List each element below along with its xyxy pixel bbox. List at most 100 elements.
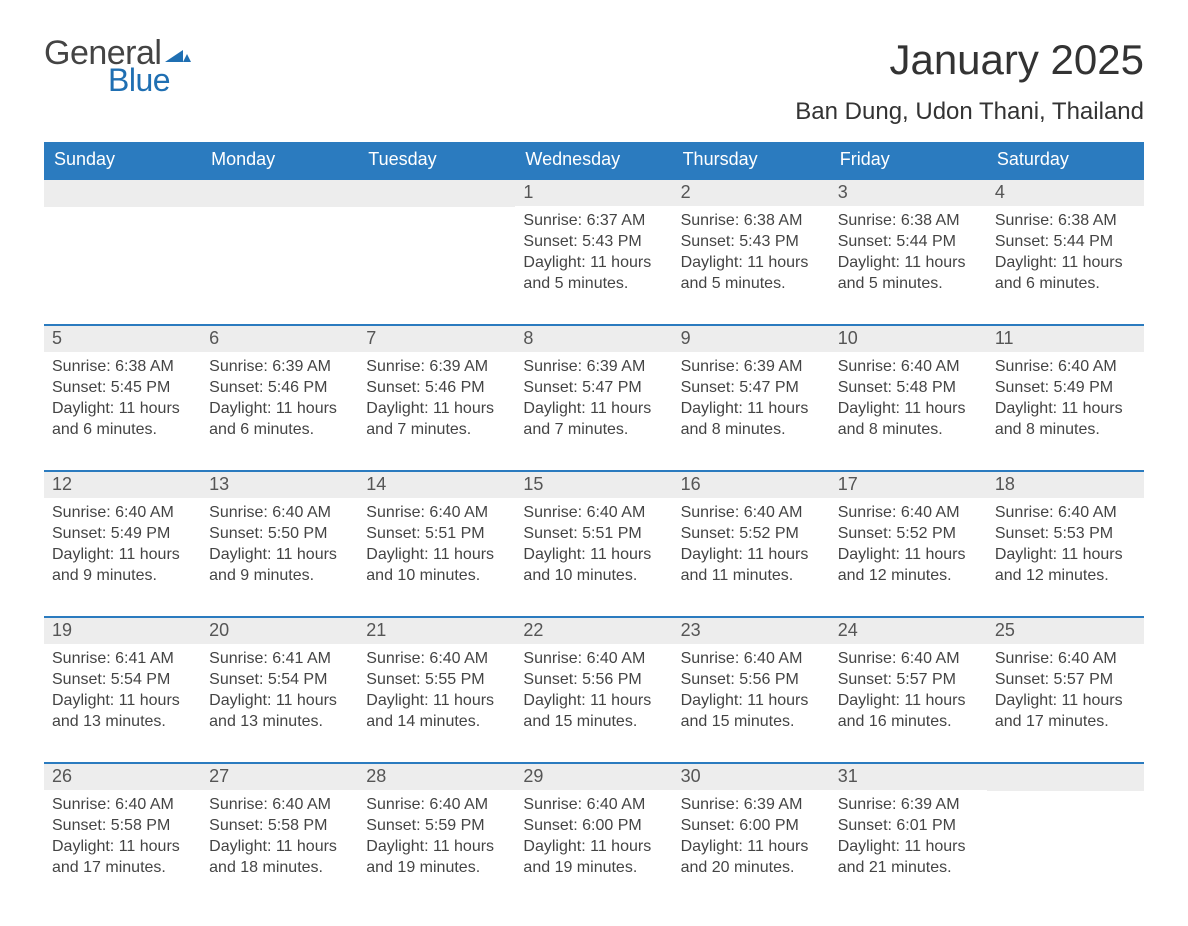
- calendar-cell: 11Sunrise: 6:40 AMSunset: 5:49 PMDayligh…: [987, 324, 1144, 452]
- calendar-cell: 27Sunrise: 6:40 AMSunset: 5:58 PMDayligh…: [201, 762, 358, 890]
- day-content: Sunrise: 6:39 AMSunset: 5:46 PMDaylight:…: [358, 352, 515, 446]
- daylight-text: Daylight: 11 hours and 17 minutes.: [52, 836, 193, 878]
- calendar-cell: 8Sunrise: 6:39 AMSunset: 5:47 PMDaylight…: [515, 324, 672, 452]
- daylight-text: Daylight: 11 hours and 7 minutes.: [523, 398, 664, 440]
- daylight-text: Daylight: 11 hours and 14 minutes.: [366, 690, 507, 732]
- day-number: 13: [201, 472, 358, 498]
- sunset-text: Sunset: 5:55 PM: [366, 669, 507, 690]
- sunset-text: Sunset: 5:53 PM: [995, 523, 1136, 544]
- day-header: Thursday: [673, 142, 830, 178]
- daylight-text: Daylight: 11 hours and 19 minutes.: [366, 836, 507, 878]
- day-content: Sunrise: 6:39 AMSunset: 5:46 PMDaylight:…: [201, 352, 358, 446]
- sunset-text: Sunset: 5:49 PM: [995, 377, 1136, 398]
- sunrise-text: Sunrise: 6:40 AM: [995, 502, 1136, 523]
- day-number: 20: [201, 618, 358, 644]
- calendar-cell: 18Sunrise: 6:40 AMSunset: 5:53 PMDayligh…: [987, 470, 1144, 598]
- day-header: Tuesday: [358, 142, 515, 178]
- calendar-cell: 7Sunrise: 6:39 AMSunset: 5:46 PMDaylight…: [358, 324, 515, 452]
- sunrise-text: Sunrise: 6:40 AM: [366, 502, 507, 523]
- day-content: Sunrise: 6:40 AMSunset: 5:56 PMDaylight:…: [673, 644, 830, 738]
- sunrise-text: Sunrise: 6:40 AM: [523, 648, 664, 669]
- calendar-cell: 16Sunrise: 6:40 AMSunset: 5:52 PMDayligh…: [673, 470, 830, 598]
- sunrise-text: Sunrise: 6:39 AM: [523, 356, 664, 377]
- sunrise-text: Sunrise: 6:38 AM: [681, 210, 822, 231]
- sunrise-text: Sunrise: 6:41 AM: [52, 648, 193, 669]
- day-content: Sunrise: 6:41 AMSunset: 5:54 PMDaylight:…: [44, 644, 201, 738]
- day-number: 24: [830, 618, 987, 644]
- day-content: Sunrise: 6:40 AMSunset: 5:55 PMDaylight:…: [358, 644, 515, 738]
- page-title: January 2025: [795, 36, 1144, 84]
- calendar-cell: 26Sunrise: 6:40 AMSunset: 5:58 PMDayligh…: [44, 762, 201, 890]
- sunrise-text: Sunrise: 6:37 AM: [523, 210, 664, 231]
- day-content: Sunrise: 6:40 AMSunset: 5:57 PMDaylight:…: [987, 644, 1144, 738]
- day-number: 19: [44, 618, 201, 644]
- day-header: Friday: [830, 142, 987, 178]
- day-number: 17: [830, 472, 987, 498]
- day-number: 31: [830, 764, 987, 790]
- day-number: 3: [830, 180, 987, 206]
- day-number: 5: [44, 326, 201, 352]
- calendar-cell: 29Sunrise: 6:40 AMSunset: 6:00 PMDayligh…: [515, 762, 672, 890]
- sunset-text: Sunset: 5:52 PM: [681, 523, 822, 544]
- day-header: Wednesday: [515, 142, 672, 178]
- day-header: Sunday: [44, 142, 201, 178]
- calendar-cell: 14Sunrise: 6:40 AMSunset: 5:51 PMDayligh…: [358, 470, 515, 598]
- sunset-text: Sunset: 5:54 PM: [52, 669, 193, 690]
- day-number: 8: [515, 326, 672, 352]
- day-number: 30: [673, 764, 830, 790]
- calendar-cell: 3Sunrise: 6:38 AMSunset: 5:44 PMDaylight…: [830, 178, 987, 306]
- sunset-text: Sunset: 5:49 PM: [52, 523, 193, 544]
- day-content: Sunrise: 6:38 AMSunset: 5:45 PMDaylight:…: [44, 352, 201, 446]
- day-content: Sunrise: 6:38 AMSunset: 5:44 PMDaylight:…: [987, 206, 1144, 300]
- sunrise-text: Sunrise: 6:39 AM: [681, 794, 822, 815]
- sunrise-text: Sunrise: 6:39 AM: [838, 794, 979, 815]
- empty-daynum: [358, 180, 515, 207]
- calendar-cell: 6Sunrise: 6:39 AMSunset: 5:46 PMDaylight…: [201, 324, 358, 452]
- day-content: Sunrise: 6:40 AMSunset: 5:51 PMDaylight:…: [515, 498, 672, 592]
- sunset-text: Sunset: 5:58 PM: [209, 815, 350, 836]
- day-content: Sunrise: 6:39 AMSunset: 5:47 PMDaylight:…: [673, 352, 830, 446]
- daylight-text: Daylight: 11 hours and 16 minutes.: [838, 690, 979, 732]
- calendar-cell: 24Sunrise: 6:40 AMSunset: 5:57 PMDayligh…: [830, 616, 987, 744]
- sunrise-text: Sunrise: 6:40 AM: [838, 648, 979, 669]
- day-number: 11: [987, 326, 1144, 352]
- sunset-text: Sunset: 6:00 PM: [523, 815, 664, 836]
- sunset-text: Sunset: 5:57 PM: [995, 669, 1136, 690]
- sunrise-text: Sunrise: 6:40 AM: [209, 502, 350, 523]
- daylight-text: Daylight: 11 hours and 5 minutes.: [523, 252, 664, 294]
- daylight-text: Daylight: 11 hours and 21 minutes.: [838, 836, 979, 878]
- daylight-text: Daylight: 11 hours and 13 minutes.: [52, 690, 193, 732]
- sunrise-text: Sunrise: 6:40 AM: [523, 502, 664, 523]
- day-content: Sunrise: 6:40 AMSunset: 5:52 PMDaylight:…: [830, 498, 987, 592]
- day-content: Sunrise: 6:40 AMSunset: 6:00 PMDaylight:…: [515, 790, 672, 884]
- day-number: 16: [673, 472, 830, 498]
- day-content: Sunrise: 6:40 AMSunset: 5:51 PMDaylight:…: [358, 498, 515, 592]
- sunrise-text: Sunrise: 6:40 AM: [838, 502, 979, 523]
- calendar-cell: [201, 178, 358, 306]
- sunset-text: Sunset: 5:52 PM: [838, 523, 979, 544]
- daylight-text: Daylight: 11 hours and 11 minutes.: [681, 544, 822, 586]
- day-number: 23: [673, 618, 830, 644]
- daylight-text: Daylight: 11 hours and 8 minutes.: [838, 398, 979, 440]
- row-spacer: [44, 598, 1144, 616]
- sunrise-text: Sunrise: 6:39 AM: [681, 356, 822, 377]
- title-block: January 2025 Ban Dung, Udon Thani, Thail…: [795, 36, 1144, 138]
- sunrise-text: Sunrise: 6:40 AM: [523, 794, 664, 815]
- day-number: 25: [987, 618, 1144, 644]
- calendar-cell: 12Sunrise: 6:40 AMSunset: 5:49 PMDayligh…: [44, 470, 201, 598]
- day-content: Sunrise: 6:37 AMSunset: 5:43 PMDaylight:…: [515, 206, 672, 300]
- row-spacer: [44, 452, 1144, 470]
- day-number: 6: [201, 326, 358, 352]
- sunset-text: Sunset: 5:50 PM: [209, 523, 350, 544]
- daylight-text: Daylight: 11 hours and 6 minutes.: [52, 398, 193, 440]
- daylight-text: Daylight: 11 hours and 10 minutes.: [366, 544, 507, 586]
- calendar-cell: 1Sunrise: 6:37 AMSunset: 5:43 PMDaylight…: [515, 178, 672, 306]
- location-subtitle: Ban Dung, Udon Thani, Thailand: [795, 98, 1144, 126]
- sunrise-text: Sunrise: 6:38 AM: [52, 356, 193, 377]
- sunrise-text: Sunrise: 6:41 AM: [209, 648, 350, 669]
- logo-word-2: Blue: [108, 64, 191, 96]
- sunrise-text: Sunrise: 6:38 AM: [838, 210, 979, 231]
- day-content: Sunrise: 6:40 AMSunset: 5:57 PMDaylight:…: [830, 644, 987, 738]
- daylight-text: Daylight: 11 hours and 12 minutes.: [838, 544, 979, 586]
- day-header: Saturday: [987, 142, 1144, 178]
